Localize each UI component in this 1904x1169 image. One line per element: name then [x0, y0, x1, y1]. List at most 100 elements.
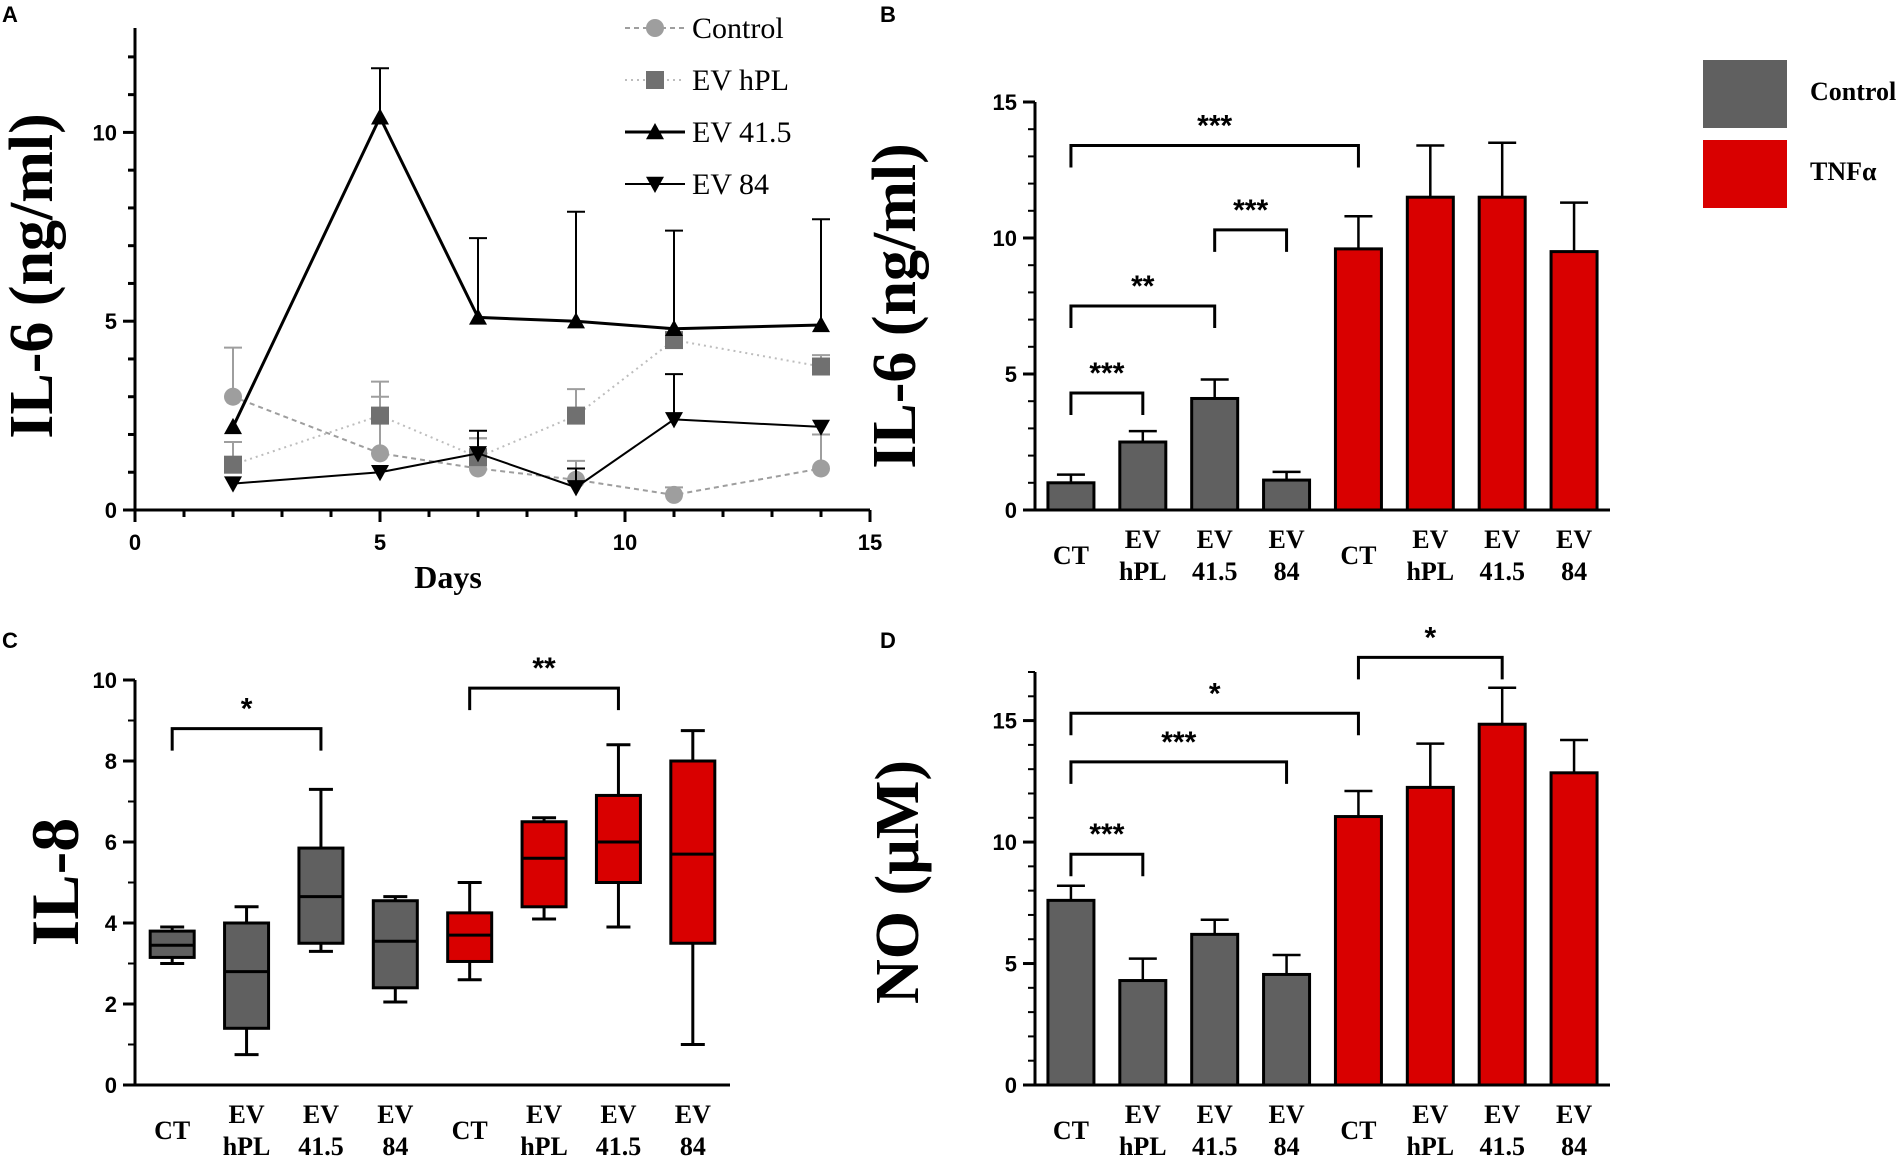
panel-c-box: [669, 759, 717, 945]
panel-c-y-axis-title: IL-8: [17, 818, 93, 946]
panel-a-series-ev-41-5-point: [371, 108, 389, 125]
panel-b-significance-label: ***: [1089, 357, 1124, 390]
panel-c-y-tick-label: 10: [93, 668, 117, 693]
panel-a-y-tick-label: 10: [93, 120, 117, 145]
panel-c-y-tick-label: 4: [105, 911, 118, 936]
panel-b-bar: [1405, 195, 1455, 512]
panel-d-category-label: EV 41.5: [1192, 1100, 1238, 1161]
panel-c-significance-bracket: [170, 727, 323, 751]
panel-b-category-label: EV 41.5: [1192, 525, 1238, 586]
panel-a-x-tick-label: 15: [858, 530, 882, 555]
panel-a-y-axis-title: IL-6 (ng/ml): [0, 113, 66, 439]
panel-b-bar: [1046, 481, 1096, 512]
panel-c-y-tick-label: 8: [105, 749, 117, 774]
panel-a-series-ev-41-5-point: [469, 308, 487, 325]
panel-a-series-ev-84-line: [232, 418, 822, 489]
panel-d-bar: [1190, 932, 1240, 1087]
panel-a-series-control-point: [371, 444, 389, 463]
panel-d-y-tick-label: 10: [993, 830, 1017, 855]
panel-a-series-control-line: [232, 395, 822, 496]
panel-d-y-tick-label: 0: [1005, 1073, 1017, 1098]
panel-a-legend-ev-41-5-marker: [646, 123, 664, 140]
panel-a-series-ev-84-point: [567, 480, 585, 497]
panel-c-category-label: CT: [452, 1116, 488, 1145]
panel-letter-d: D: [880, 628, 896, 653]
panel-a-series-ev-hpl-point: [371, 406, 389, 425]
panel-b-bar: [1190, 396, 1240, 512]
panel-c-box-chart: 0 2 4 6 8 10 CT EV hPL EV 41.5 EV 84 CT EV hPL EV 41.5 EV 8…: [17, 652, 730, 1161]
panel-c-significance-label: **: [532, 652, 556, 685]
panel-c-box: [223, 921, 271, 1030]
panel-d-significance-label: ***: [1161, 726, 1196, 759]
panel-c-box: [594, 793, 642, 884]
panel-b-significance-label: ***: [1197, 110, 1232, 143]
panel-a-x-axis-title: Days: [414, 559, 482, 595]
panel-c-category-label: EV hPL: [223, 1100, 271, 1161]
panel-b-significance-bracket: [1213, 228, 1289, 252]
panel-c-significance-label: *: [241, 693, 253, 726]
panel-a-legend-ev-hpl-marker: [646, 71, 664, 89]
panel-b-y-tick-label: 10: [993, 226, 1017, 251]
panel-a-series-ev-84-point: [469, 446, 487, 463]
panel-a-series-ev-hpl-point: [812, 357, 830, 376]
panel-a-series-ev-84-point: [812, 419, 830, 436]
panel-d-significance-label: ***: [1089, 818, 1124, 851]
panel-b-y-axis-title: IL-6 (ng/ml): [861, 143, 929, 469]
panel-b-bar: [1118, 440, 1168, 512]
panel-c-box: [371, 899, 419, 990]
legend-swatch-tnf: [1703, 140, 1787, 208]
panel-b-category-label: EV hPL: [1119, 525, 1167, 586]
legend-label-tnf: TNFα: [1810, 157, 1877, 186]
legend-swatch-control: [1703, 60, 1787, 128]
panel-letter-b: B: [880, 2, 896, 27]
panel-c-box: [446, 911, 494, 963]
panel-b-significance-bracket: [1069, 304, 1217, 328]
panel-b-category-label: EV hPL: [1406, 525, 1454, 586]
panel-a-series-ev-84-point: [665, 412, 683, 429]
panel-d-category-label: EV 84: [1269, 1100, 1305, 1161]
panel-d-bar: [1333, 815, 1383, 1087]
panel-a-x-tick-label: 5: [374, 530, 386, 555]
panel-d-bar: [1262, 972, 1312, 1087]
panel-c-box: [520, 820, 568, 909]
panel-d-bar: [1477, 722, 1527, 1087]
panel-a-series-ev-hpl-point: [224, 455, 242, 474]
panel-a-series-control-point: [224, 387, 242, 406]
panel-d-significance-bracket: [1356, 655, 1504, 680]
panel-d-y-axis-title: NO (µM): [864, 760, 932, 1004]
panel-b-significance-label: **: [1131, 270, 1155, 303]
panel-b-y-tick-label: 15: [993, 90, 1017, 115]
panel-c-y-tick-label: 6: [105, 830, 117, 855]
panel-b-category-label: EV 84: [1556, 525, 1592, 586]
panel-a-legend-control-label: Control: [692, 12, 784, 45]
panel-a-series-ev-hpl-line: [232, 339, 822, 466]
panel-b-bar: [1262, 478, 1312, 512]
panel-a-legend-ev-hpl-label: EV hPL: [692, 64, 789, 97]
panel-c-y-tick-label: 2: [105, 992, 117, 1017]
panel-c-y-tick-label: 0: [105, 1073, 117, 1098]
panel-a-series-control-point: [812, 459, 830, 478]
panel-d-bar-chart: 0 5 10 15 CT EV hPL EV 41.5 EV 84 CT EV hPL EV 41.5 EV 84…: [864, 621, 1610, 1161]
panel-a-x-tick-label: 10: [613, 530, 637, 555]
panel-b-significance-bracket: [1069, 144, 1360, 168]
panel-a-series-control-point: [665, 485, 683, 504]
panel-a-x-tick-label: 0: [129, 530, 141, 555]
legend-label-control: Control: [1810, 77, 1896, 106]
panel-d-bar: [1405, 785, 1455, 1087]
panel-a-legend-ev-84-label: EV 84: [692, 168, 769, 201]
panel-c-category-label: EV 84: [377, 1100, 413, 1161]
panel-d-category-label: EV 41.5: [1479, 1100, 1525, 1161]
panel-b-bar-chart: 0 5 10 15 CT EV hPL EV 41.5 EV 84 CT EV hPL EV 41.5 EV 84…: [861, 90, 1610, 586]
panel-a-series-ev-41-5-point: [812, 315, 830, 333]
panel-a-legend-ev-41-5-label: EV 41.5: [692, 116, 791, 149]
panel-d-category-label: EV hPL: [1406, 1100, 1454, 1161]
panel-a-series-ev-41-5-point: [567, 312, 585, 329]
panel-d-bar: [1549, 771, 1599, 1087]
panel-c-category-label: EV 41.5: [596, 1100, 642, 1161]
panel-b-category-label: EV 41.5: [1479, 525, 1525, 586]
panel-d-significance-bracket: [1069, 760, 1289, 784]
panel-b-y-tick-label: 5: [1005, 362, 1017, 387]
panel-a-y-tick-label: 5: [105, 309, 117, 334]
panel-d-bar: [1118, 979, 1168, 1087]
panel-a-series-ev-hpl-point: [567, 406, 585, 425]
